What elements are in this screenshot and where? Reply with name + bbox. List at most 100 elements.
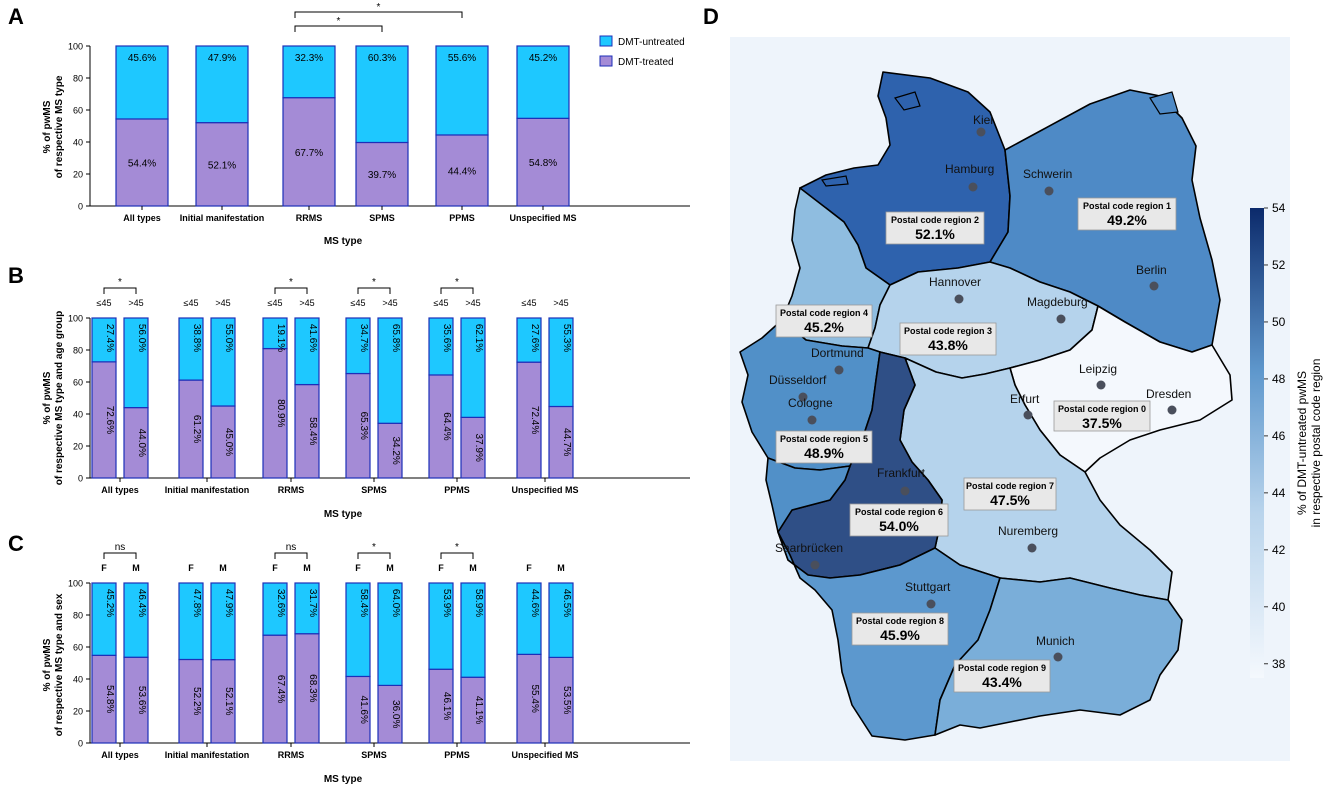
panel-c-bar-untreated bbox=[428, 582, 454, 670]
panel-c-subgroup-label: F bbox=[438, 563, 444, 573]
panel-c-bar-untreated bbox=[210, 582, 236, 661]
panel-c-label-untreated: 31.7% bbox=[307, 589, 318, 617]
panel-a-bar-untreated bbox=[282, 45, 336, 99]
panel-b-ytick-label: 0 bbox=[78, 474, 83, 484]
panel-a-ytick-label: 100 bbox=[68, 42, 83, 52]
region-label-box bbox=[963, 477, 1057, 511]
panel-label-a: A bbox=[8, 4, 24, 29]
region-label-value: 54.0% bbox=[879, 518, 919, 534]
panel-a-label-treated: 39.7% bbox=[368, 170, 396, 181]
panel-c-label-treated: 68.3% bbox=[307, 674, 318, 702]
panel-a-bar-untreated bbox=[516, 45, 570, 119]
city-label: Cologne bbox=[788, 396, 833, 410]
panel-c-label-untreated: 53.9% bbox=[441, 589, 452, 617]
region-label-box bbox=[775, 430, 873, 464]
panel-a-significance-label: * bbox=[337, 16, 341, 27]
region-label-name: Postal code region 4 bbox=[780, 308, 868, 318]
panel-b-category-label: All types bbox=[101, 485, 139, 495]
panel-b-label-untreated: 62.1% bbox=[473, 324, 484, 352]
panel-b-label-untreated: 35.6% bbox=[441, 324, 452, 352]
panel-c-subgroup-label: F bbox=[355, 563, 361, 573]
panel-label-c: C bbox=[8, 531, 24, 556]
colorbar-tick-label: 38 bbox=[1272, 657, 1286, 671]
panel-b-label-untreated: 27.6% bbox=[529, 324, 540, 352]
panel-c-significance-bracket bbox=[440, 552, 474, 559]
colorbar-tick-label: 52 bbox=[1272, 258, 1286, 272]
panel-a-ylabel-line1: % of pwMS bbox=[42, 100, 53, 153]
region-label-box bbox=[775, 304, 873, 338]
panel-c-significance-bracket bbox=[357, 552, 391, 559]
panel-a-category-label: RRMS bbox=[296, 213, 323, 223]
region-label-box bbox=[1077, 197, 1177, 231]
city-label: Magdeburg bbox=[1027, 295, 1088, 309]
panel-b-ytick-label: 40 bbox=[73, 410, 83, 420]
panel-a-ytick-label: 0 bbox=[78, 202, 83, 212]
map-island bbox=[894, 91, 921, 111]
region-label-name: Postal code region 9 bbox=[958, 663, 1046, 673]
panel-c-subgroup-label: M bbox=[469, 563, 477, 573]
panel-c-label-untreated: 45.2% bbox=[104, 589, 115, 617]
panel-b-chart: % of pwMS of respective MS type and age … bbox=[42, 277, 690, 520]
panel-b-subgroup-label: ≤45 bbox=[268, 298, 283, 308]
city-label: Hamburg bbox=[945, 162, 994, 176]
city-marker bbox=[1023, 410, 1033, 420]
panel-c-label-untreated: 46.4% bbox=[136, 589, 147, 617]
panel-a-label-treated: 44.4% bbox=[448, 166, 476, 177]
panel-c-subgroup-label: F bbox=[526, 563, 532, 573]
panel-b-subgroup-label: ≤45 bbox=[184, 298, 199, 308]
city-label: Frankfurt bbox=[877, 466, 926, 480]
city-marker bbox=[1167, 405, 1177, 415]
city-marker bbox=[968, 182, 978, 192]
panel-c-subgroup-label: M bbox=[303, 563, 311, 573]
panel-b-subgroup-label: ≤45 bbox=[97, 298, 112, 308]
panel-b-significance-label: * bbox=[289, 277, 293, 288]
panel-b-ylabel-line2: of respective MS type and age group bbox=[54, 311, 65, 485]
panel-a-category-label: Initial manifestation bbox=[180, 213, 265, 223]
panel-a-label-untreated: 60.3% bbox=[368, 53, 396, 64]
legend-label-treated: DMT-treated bbox=[618, 57, 674, 68]
panel-a-bar-treated bbox=[282, 97, 336, 207]
region-label-name: Postal code region 3 bbox=[904, 326, 992, 336]
region-label-box bbox=[1053, 400, 1151, 432]
panel-b-label-treated: 45.0% bbox=[223, 428, 234, 456]
region-label-name: Postal code region 2 bbox=[891, 215, 979, 225]
panel-b-label-untreated: 19.1% bbox=[275, 324, 286, 352]
city-marker bbox=[810, 560, 820, 570]
panel-a-significance-bracket bbox=[294, 11, 463, 18]
panel-c-category-label: All types bbox=[101, 750, 139, 760]
city-marker bbox=[1056, 314, 1066, 324]
region-label-value: 43.8% bbox=[928, 337, 968, 353]
panel-c-label-treated: 52.1% bbox=[223, 687, 234, 715]
panel-c-bar-treated bbox=[210, 659, 236, 744]
panel-b-bar-treated bbox=[123, 407, 149, 479]
city-label: Berlin bbox=[1136, 263, 1167, 277]
region-label-value: 45.9% bbox=[880, 627, 920, 643]
region-label-name: Postal code region 1 bbox=[1083, 201, 1171, 211]
panel-b-subgroup-label: >45 bbox=[465, 298, 480, 308]
panel-c-ylabel-line1: % of pwMS bbox=[42, 638, 53, 691]
colorbar-label-line1: % of DMT-untreated pwMS bbox=[1295, 371, 1309, 515]
panel-c-label-untreated: 44.6% bbox=[529, 589, 540, 617]
city-label: Hannover bbox=[929, 275, 981, 289]
city-marker bbox=[1044, 186, 1054, 196]
region-label-box bbox=[851, 612, 949, 646]
panel-b-label-untreated: 65.8% bbox=[390, 324, 401, 352]
panel-b-significance-label: * bbox=[118, 277, 122, 288]
panel-c-significance-bracket bbox=[103, 552, 137, 559]
panel-c-bar-treated bbox=[294, 633, 320, 744]
panel-b-label-treated: 80.9% bbox=[275, 399, 286, 427]
panel-c-ytick-label: 40 bbox=[73, 675, 83, 685]
panel-b-bar-treated bbox=[460, 416, 486, 479]
panel-c-label-untreated: 47.8% bbox=[191, 589, 202, 617]
panel-b-bar-treated bbox=[516, 361, 542, 479]
panel-b-significance-bracket bbox=[440, 287, 474, 294]
panel-b-bar-treated bbox=[262, 347, 288, 479]
panel-b-category-label: RRMS bbox=[278, 485, 305, 495]
panel-c-label-treated: 54.8% bbox=[104, 685, 115, 713]
panel-b-subgroup-label: ≤45 bbox=[522, 298, 537, 308]
panel-b-significance-label: * bbox=[372, 277, 376, 288]
panel-b-bar-untreated bbox=[91, 317, 117, 363]
panel-c-label-treated: 67.4% bbox=[275, 675, 286, 703]
panel-b-label-treated: 65.3% bbox=[358, 412, 369, 440]
panel-c-bar-untreated bbox=[178, 582, 204, 661]
